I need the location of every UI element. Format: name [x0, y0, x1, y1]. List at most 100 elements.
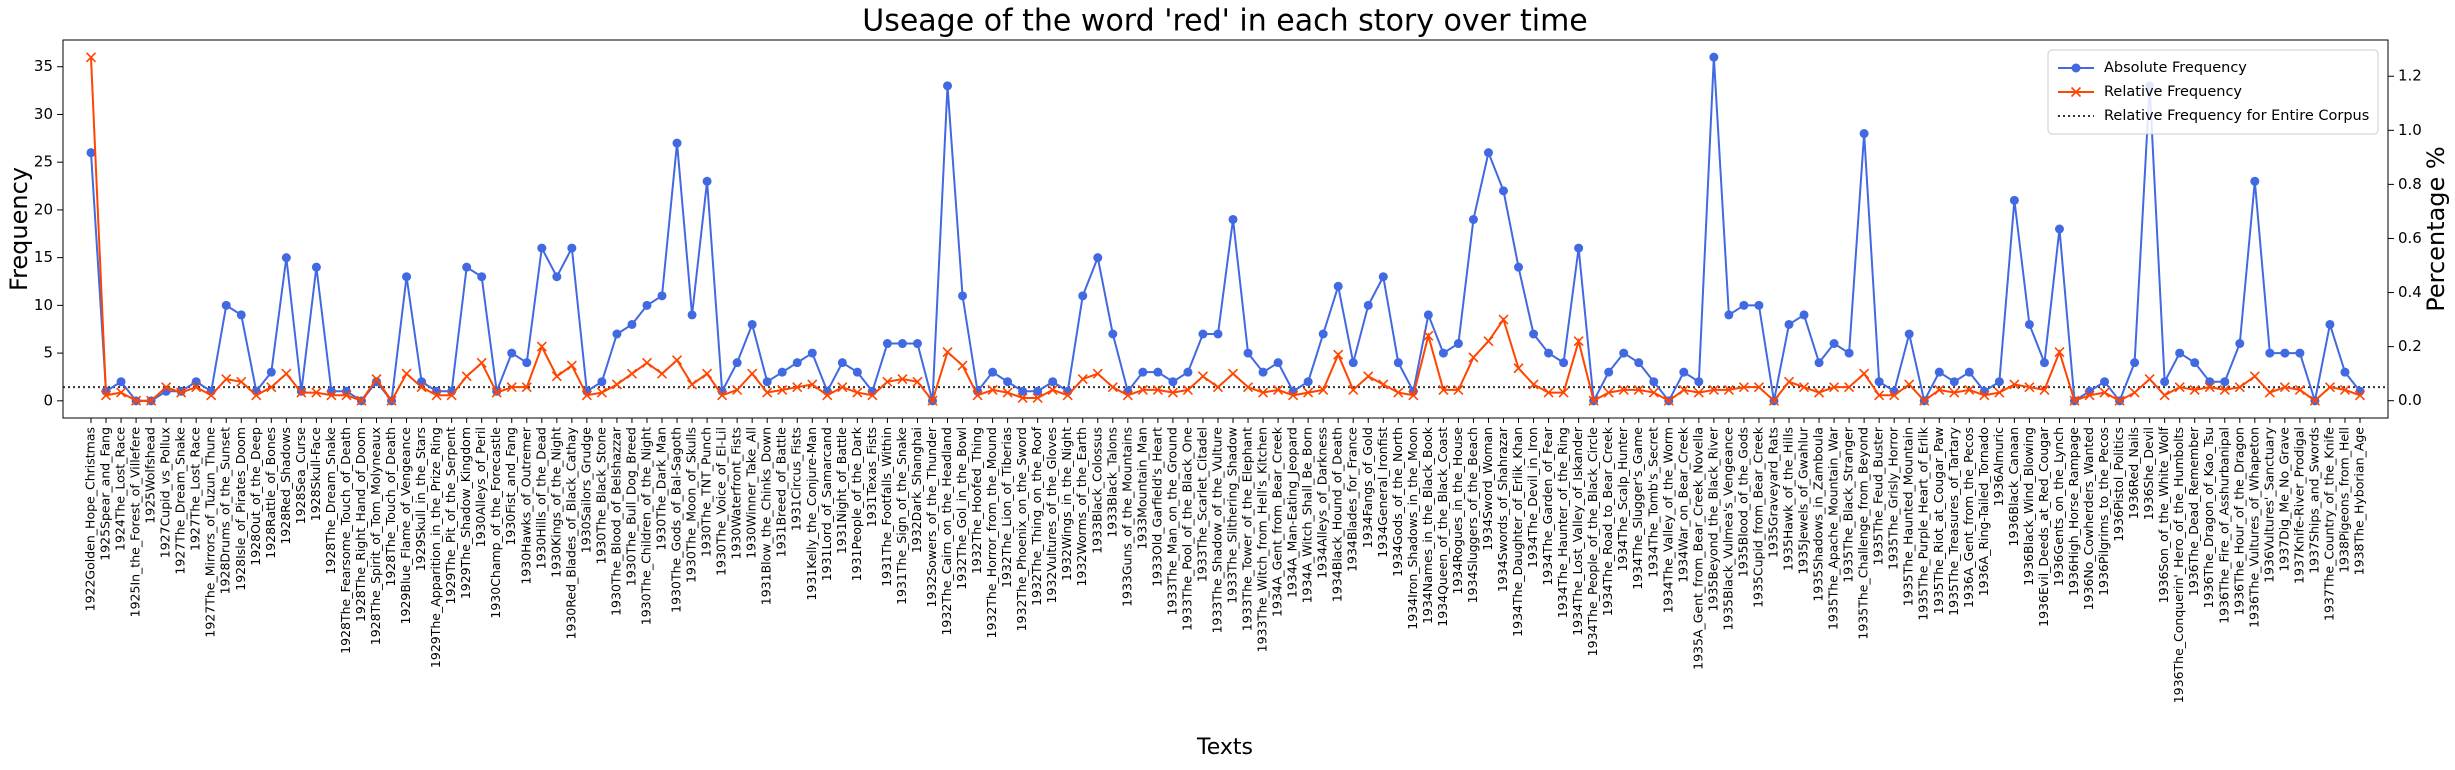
- x-tick-label: 1930Hawks_of_Outremer: [518, 426, 533, 584]
- point-marker: [1844, 348, 1854, 358]
- x-marker: [236, 376, 247, 387]
- x-marker: [927, 395, 938, 406]
- x-marker: [1979, 390, 1990, 401]
- x-tick-label: 1929Blue_Flame_of_Vengeance: [398, 427, 413, 625]
- x-marker: [566, 360, 577, 371]
- point-marker: [1453, 339, 1463, 349]
- x-marker: [1167, 387, 1178, 398]
- point-marker: [1273, 358, 1283, 368]
- x-tick-label: 1930Sailors_Grudge: [578, 427, 593, 554]
- point-marker: [852, 367, 862, 377]
- x-marker: [2129, 387, 2140, 398]
- point-marker: [1784, 319, 1794, 329]
- x-marker: [2084, 390, 2095, 401]
- y-axis-label: Frequency: [5, 167, 33, 291]
- x-tick-label: 1932Sowers_of_the_Thunder: [924, 426, 939, 607]
- point-marker: [837, 358, 847, 368]
- x-marker: [1288, 390, 1299, 401]
- x-tick-label: 1936Almuric: [1991, 427, 2006, 507]
- x-marker: [1889, 390, 1900, 401]
- x-tick-label: 1936Pilgrims_to_the_Pecos: [2096, 427, 2111, 596]
- point-marker: [1303, 377, 1313, 387]
- point-marker: [1363, 300, 1373, 310]
- x-marker: [852, 387, 863, 398]
- x-marker: [416, 382, 427, 393]
- point-marker: [116, 377, 126, 387]
- x-marker: [1393, 387, 1404, 398]
- x-marker: [1513, 363, 1524, 374]
- point-marker: [958, 291, 968, 301]
- point-marker: [1724, 310, 1734, 320]
- point-marker: [1994, 377, 2004, 387]
- legend-label: Relative Frequency for Entire Corpus: [2104, 108, 2369, 124]
- series-line: [90, 57, 2361, 405]
- y-tick-label: 30: [34, 105, 53, 123]
- x-marker: [2339, 384, 2351, 395]
- x-marker: [131, 395, 142, 406]
- x-marker: [611, 379, 622, 390]
- x-marker: [686, 379, 698, 390]
- x-marker: [1603, 387, 1614, 398]
- point-marker: [2325, 319, 2335, 329]
- x-marker: [867, 390, 878, 401]
- x-tick-label: 1936Vultures'_Sanctuary: [2261, 426, 2276, 582]
- x-tick-label: 1934Black_Hound_of_Death: [1330, 427, 1345, 602]
- x-marker: [251, 390, 262, 401]
- point-marker: [1003, 377, 1013, 387]
- y-tick-label: 0.6: [2398, 229, 2422, 247]
- x-tick-label: 1930The_Bull_Dog_Breed: [623, 427, 638, 586]
- x-tick-label: 1936High_Horse_Rampage: [2066, 427, 2081, 596]
- x-marker: [2234, 382, 2245, 393]
- point-marker: [1483, 148, 1493, 158]
- point-marker: [2235, 339, 2245, 349]
- x-marker: [326, 390, 337, 401]
- point-marker: [732, 358, 742, 368]
- x-tick-label: 1936The_Dead_Remember: [2186, 426, 2201, 596]
- x-marker: [356, 395, 367, 406]
- x-tick-label: 1934Names_in_the_Black_Book: [1420, 426, 1435, 624]
- legend-label: Absolute Frequency: [2104, 60, 2247, 76]
- x-marker: [2054, 346, 2065, 358]
- x-marker: [1047, 384, 1058, 395]
- x-marker: [1994, 387, 2005, 398]
- x-tick-label: 1932Dark_Shanghai: [909, 427, 924, 553]
- x-marker: [2159, 390, 2170, 401]
- x-marker: [1874, 390, 1885, 401]
- y-tick-label: 35: [34, 57, 53, 75]
- point-marker: [2130, 358, 2140, 368]
- x-tick-label: 1933The_Pool_of_the_Black_One: [1179, 427, 1194, 631]
- x-tick-label: 1928Skull-Face: [308, 427, 323, 522]
- x-marker: [1708, 384, 1719, 395]
- x-marker: [146, 395, 157, 406]
- legend-marker: [2070, 86, 2082, 98]
- point-marker: [1468, 214, 1478, 224]
- point-marker: [221, 300, 231, 310]
- x-tick-label: 1934The_Garden_of_Fear: [1540, 426, 1555, 586]
- x-tick-label: 1935A_Gent_from_Bear_Creek_Novella: [1690, 427, 1705, 670]
- point-marker: [612, 329, 622, 339]
- x-tick-label: 1934A_Gent_from_Bear_Creek: [1270, 426, 1285, 617]
- x-tick-label: 1924The_Lost_Race: [113, 427, 128, 551]
- y-tick-label: 1.2: [2398, 67, 2422, 85]
- x-tick-label: 1933Old_Garfield's_Heart: [1149, 427, 1164, 587]
- x-tick-label: 1934General_Ironfist: [1375, 427, 1390, 558]
- x-marker: [1678, 384, 1689, 395]
- x-tick-label: 1936The_Conquerin'_Hero_of_the_Humbolts: [2171, 427, 2186, 703]
- y-tick-label: 10: [34, 296, 53, 314]
- point-marker: [2265, 348, 2275, 358]
- x-marker: [491, 387, 502, 398]
- x-tick-label: 1937Dig_Me_No_Grave: [2276, 427, 2291, 572]
- plot-frame: [62, 39, 2389, 419]
- point-marker: [1799, 310, 1809, 320]
- x-tick-label: 1931Blow_the_Chinks_Down: [759, 427, 774, 605]
- x-marker: [551, 371, 562, 382]
- point-marker: [792, 358, 802, 368]
- x-marker: [431, 390, 442, 401]
- x-tick-label: 1936Black_Wind_Blowing: [2021, 427, 2036, 586]
- x-tick-label: 1936The_Dragon_of_Kao_Tsu: [2201, 427, 2216, 608]
- point-marker: [1544, 348, 1554, 358]
- point-marker: [1168, 377, 1178, 387]
- point-marker: [747, 319, 757, 329]
- x-tick-label: 1934The_Slugger's_Game: [1630, 427, 1645, 590]
- x-marker: [1197, 371, 1209, 382]
